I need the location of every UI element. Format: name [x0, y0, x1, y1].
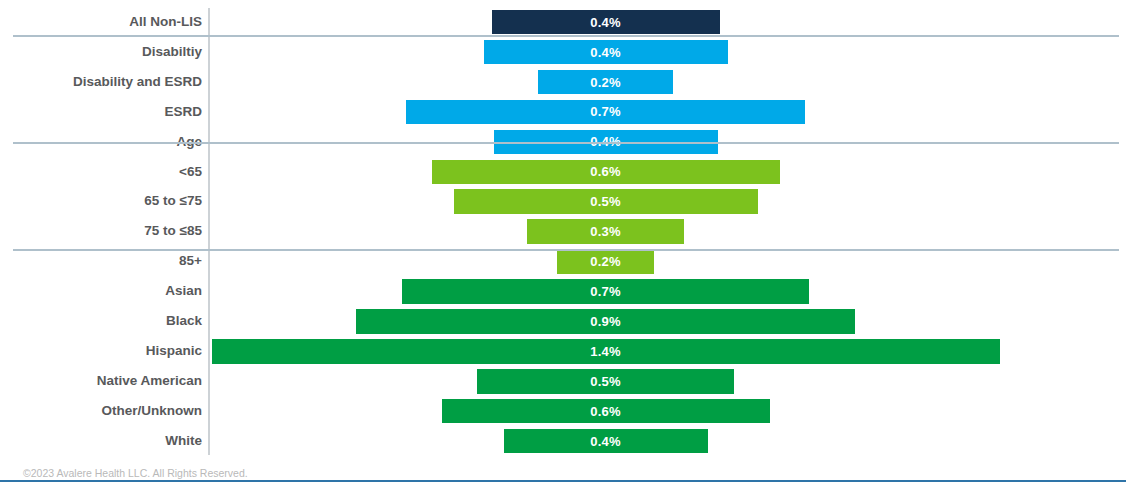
value-bar: 0.4% — [504, 429, 708, 454]
bottom-border-line — [0, 480, 1126, 482]
value-bar: 0.9% — [356, 309, 855, 334]
value-bar: 0.7% — [406, 100, 805, 125]
population-bar-chart: All Non-LIS 0.4% Disabiltiy 0.4% Disability … — [0, 0, 1126, 488]
bar-value-label: 0.7% — [590, 104, 620, 119]
value-bar: 0.6% — [432, 160, 780, 185]
category-label: All Non-LIS — [0, 10, 202, 35]
value-bar: 0.3% — [527, 219, 684, 244]
bar-value-label: 1.4% — [590, 344, 620, 359]
value-bar: 0.4% — [484, 40, 728, 65]
category-label: 75 to ≤85 — [0, 219, 202, 244]
category-label: <65 — [0, 160, 202, 185]
bar-value-label: 0.4% — [590, 15, 620, 30]
bar-value-label: 0.5% — [590, 194, 620, 209]
bar-value-label: 0.4% — [590, 434, 620, 449]
bar-value-label: 0.6% — [590, 404, 620, 419]
value-bar: 1.4% — [212, 339, 1000, 364]
bar-value-label: 0.9% — [590, 314, 620, 329]
category-label: ESRD — [0, 100, 202, 125]
value-bar: 0.4% — [492, 10, 720, 35]
group-separator-line — [13, 35, 1119, 37]
bar-value-label: 0.6% — [590, 164, 620, 179]
bar-value-label: 0.5% — [590, 374, 620, 389]
bar-value-label: 0.7% — [590, 284, 620, 299]
bar-value-label: 0.2% — [590, 75, 620, 90]
bar-value-label: 0.3% — [590, 224, 620, 239]
copyright-text: ©2023 Avalere Health LLC. All Rights Res… — [23, 467, 248, 479]
category-label: Other/Unknown — [0, 399, 202, 424]
value-bar: 0.5% — [454, 189, 758, 214]
value-bar: 0.6% — [442, 399, 770, 424]
bar-value-label: 0.2% — [590, 254, 620, 269]
value-bar: 0.2% — [538, 70, 673, 95]
y-axis-line — [208, 8, 210, 455]
category-label: 85+ — [0, 249, 202, 274]
category-label: Black — [0, 309, 202, 334]
value-bar: 0.5% — [477, 369, 734, 394]
category-label: 65 to ≤75 — [0, 189, 202, 214]
category-label: Hispanic — [0, 339, 202, 364]
value-bar: 0.2% — [557, 249, 654, 274]
category-label: Native American — [0, 369, 202, 394]
category-label: Disabiltiy — [0, 40, 202, 65]
category-label: Disability and ESRD — [0, 70, 202, 95]
value-bar: 0.7% — [402, 279, 809, 304]
bar-value-label: 0.4% — [590, 45, 620, 60]
category-label: Asian — [0, 279, 202, 304]
category-label: White — [0, 429, 202, 454]
group-separator-line — [13, 249, 1119, 251]
group-separator-line — [13, 142, 1119, 144]
